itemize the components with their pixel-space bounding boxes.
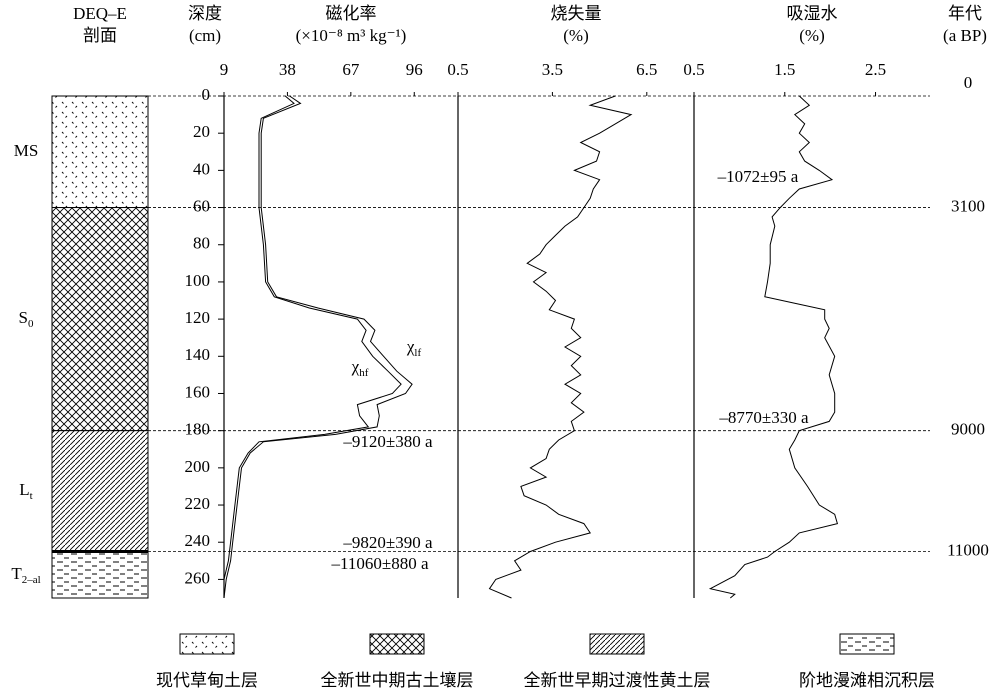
x-tick-label: 0.5 xyxy=(683,60,704,79)
layer-label: MS xyxy=(14,141,39,160)
layer xyxy=(51,430,149,553)
layer xyxy=(51,95,149,209)
depth-title-unit: (cm) xyxy=(189,26,221,45)
x-tick-label: 3.5 xyxy=(542,60,563,79)
layer-label: Lt xyxy=(19,480,32,502)
y-tick-label: 100 xyxy=(185,271,211,290)
legend-label: 全新世早期过渡性黄土层 xyxy=(524,671,711,690)
y-tick-label: 260 xyxy=(185,568,211,587)
x-tick-label: 1.5 xyxy=(774,60,795,79)
y-tick-label: 80 xyxy=(193,234,210,253)
layer xyxy=(51,551,149,599)
layer-label-main: S xyxy=(19,308,28,327)
x-tick-label: 67 xyxy=(342,60,360,79)
chart-title: 烧失量 xyxy=(551,4,602,23)
y-tick-label: 160 xyxy=(185,382,211,401)
layer-label: S0 xyxy=(19,308,34,330)
data-line xyxy=(488,95,633,599)
series-label-sub: hf xyxy=(359,367,369,379)
annotation: –8770±330 a xyxy=(718,408,809,427)
age-title-unit: (a BP) xyxy=(943,26,987,45)
y-tick-label: 120 xyxy=(185,308,211,327)
chart-title: 吸湿水 xyxy=(787,4,838,23)
x-tick-label: 9 xyxy=(220,60,229,79)
series-label-sub: lf xyxy=(414,347,421,359)
legend-label: 现代草甸土层 xyxy=(156,671,258,690)
layer xyxy=(51,207,149,432)
x-tick-label: 6.5 xyxy=(636,60,657,79)
legend-swatch xyxy=(839,633,895,655)
y-tick-label: 20 xyxy=(193,122,210,141)
series-label-main: χ xyxy=(351,357,360,376)
y-tick-label: 180 xyxy=(185,420,211,439)
age-label: 3100 xyxy=(951,196,985,215)
series-label: χhf xyxy=(351,357,369,379)
y-tick-label: 140 xyxy=(185,345,211,364)
layer-label: T2–al xyxy=(11,564,40,586)
legend-label: 全新世中期古土壤层 xyxy=(321,670,474,690)
y-tick-label: 60 xyxy=(193,196,210,215)
annotation: –9820±390 a xyxy=(342,533,433,552)
data-line xyxy=(223,95,413,599)
x-tick-label: 96 xyxy=(406,60,423,79)
age-title: 年代 xyxy=(948,4,982,23)
layer-label-sub: 0 xyxy=(28,318,34,330)
annotation: –1072±95 a xyxy=(717,167,799,186)
legend-label: 阶地漫滩相沉积层 xyxy=(799,671,935,690)
layer-label-sub: t xyxy=(30,490,33,502)
layer-label-main: T xyxy=(11,564,22,583)
y-tick-label: 200 xyxy=(185,457,211,476)
series-label: χlf xyxy=(406,337,422,359)
age-label: 9000 xyxy=(951,420,985,439)
series-label-main: χ xyxy=(406,337,415,356)
x-tick-label: 2.5 xyxy=(865,60,886,79)
legend-swatch xyxy=(369,633,425,655)
x-tick-label: 0.5 xyxy=(447,60,468,79)
layer-label-main: L xyxy=(19,480,29,499)
annotation: –9120±380 a xyxy=(342,432,433,451)
column-title: DEQ–E xyxy=(73,4,127,23)
y-tick-label: 0 xyxy=(202,85,211,104)
y-tick-label: 220 xyxy=(185,494,211,513)
column-title-unit: 剖面 xyxy=(83,26,117,45)
depth-title: 深度 xyxy=(188,4,222,23)
chart-unit: (%) xyxy=(563,26,588,45)
y-tick-label: 40 xyxy=(193,159,210,178)
chart-unit: (×10⁻⁸ m³ kg⁻¹) xyxy=(296,26,407,45)
data-line xyxy=(708,95,839,599)
annotation: –11060±880 a xyxy=(331,554,429,573)
y-tick-label: 240 xyxy=(185,531,211,550)
legend-swatch xyxy=(589,633,645,655)
x-tick-label: 38 xyxy=(279,60,296,79)
age-label: 11000 xyxy=(947,540,989,559)
chart-unit: (%) xyxy=(799,26,824,45)
layer-label-sub: 2–al xyxy=(22,573,41,585)
chart-title: 磁化率 xyxy=(326,4,377,23)
age-label: 0 xyxy=(964,73,973,92)
legend-swatch xyxy=(179,633,235,655)
data-line xyxy=(223,95,402,598)
layer-label-main: MS xyxy=(14,141,39,160)
